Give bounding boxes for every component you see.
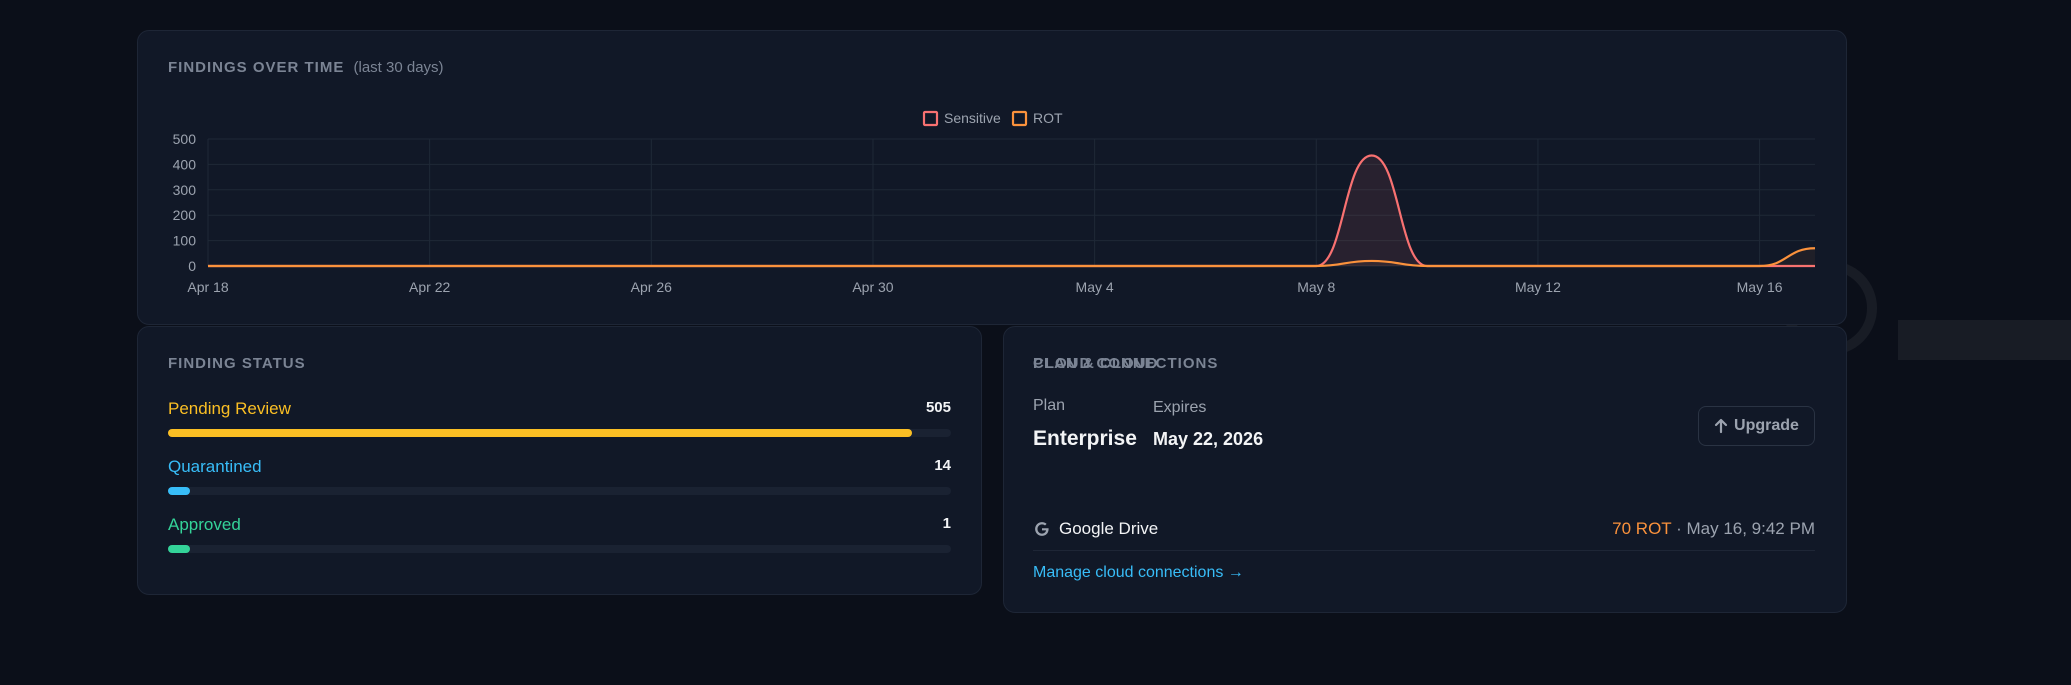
- status-bar-track: [168, 545, 951, 553]
- findings-title-text: Findings over time: [168, 59, 345, 76]
- x-tick-label: May 4: [1076, 279, 1114, 295]
- findings-subtitle: (last 30 days): [353, 59, 444, 76]
- y-tick-label: 200: [173, 207, 197, 223]
- expires-label: Expires: [1153, 399, 1207, 416]
- finding-status-card: Finding status Pending Review 505 Quaran…: [137, 326, 982, 595]
- upgrade-button[interactable]: Upgrade: [1698, 406, 1815, 446]
- series-area-rot: [208, 248, 1815, 266]
- legend-swatch: [1011, 110, 1028, 127]
- legend-label: Sensitive: [944, 110, 1001, 126]
- legend-label: ROT: [1033, 110, 1063, 126]
- status-bar-track: [168, 429, 951, 437]
- arrow-up-icon: [1714, 418, 1728, 434]
- status-count: 1: [942, 515, 951, 532]
- y-tick-label: 0: [188, 258, 196, 274]
- plan-cloud-title: Plan & Cloud: [1033, 355, 1159, 372]
- rot-count: 70 ROT: [1612, 519, 1672, 538]
- findings-chart: 0 100 200 300 400 500 Apr 18 Apr 22 Apr 26 Apr 30…: [173, 110, 1816, 295]
- series-line-sensitive: [208, 154, 1815, 268]
- status-label: Pending Review: [168, 399, 291, 418]
- cloud-connections-title: Cloud connections: [1033, 355, 1219, 372]
- finding-status-title: Finding status: [168, 355, 306, 372]
- manage-cloud-connections-link[interactable]: Manage cloud connections →: [1033, 564, 1244, 581]
- connection-timestamp: May 16, 9:42 PM: [1686, 519, 1815, 538]
- findings-title: Findings over time (last 30 days): [168, 59, 444, 76]
- upgrade-label: Upgrade: [1734, 417, 1799, 434]
- x-tick-label: May 12: [1515, 279, 1561, 295]
- findings-over-time-card: Findings over time (last 30 days) 0 100 20…: [137, 30, 1847, 325]
- cloud-connection-name: Google Drive: [1059, 519, 1159, 538]
- status-bar-fill: [168, 487, 191, 495]
- x-tick-label: Apr 18: [187, 279, 228, 295]
- series-area-sensitive: [208, 155, 1815, 266]
- x-tick-label: May 8: [1297, 279, 1335, 295]
- google-icon: [1035, 522, 1049, 536]
- legend-swatch: [922, 110, 939, 127]
- cloud-connection-meta: 70 ROT · May 16, 9:42 PM: [1612, 519, 1815, 539]
- plan-value: Enterprise: [1033, 427, 1137, 450]
- series-line-rot: [208, 247, 1816, 268]
- y-tick-label: 300: [173, 182, 197, 198]
- y-tick-label: 500: [173, 131, 197, 147]
- status-bar-fill: [168, 545, 191, 553]
- status-label: Approved: [168, 515, 241, 534]
- x-tick-label: Apr 26: [631, 279, 672, 295]
- status-label: Quarantined: [168, 457, 262, 476]
- status-count: 505: [925, 399, 951, 416]
- y-tick-label: 100: [173, 233, 197, 249]
- x-tick-label: May 16: [1737, 279, 1783, 295]
- cloud-connection-row: Google Drive 70 ROT · May 16, 9:42 PM: [1033, 517, 1815, 551]
- plan-label: Plan: [1033, 397, 1066, 414]
- x-tick-label: Apr 22: [409, 279, 450, 295]
- plan-cloud-card: Plan & Cloud Plan Enterprise Expires May…: [1003, 326, 1847, 613]
- x-tick-label: Apr 30: [852, 279, 893, 295]
- y-tick-label: 400: [173, 156, 197, 172]
- status-count: 14: [934, 457, 951, 474]
- expires-value: May 22, 2026: [1153, 429, 1264, 449]
- status-bar-track: [168, 487, 951, 495]
- status-bar-fill: [168, 429, 912, 437]
- meta-separator: ·: [1671, 519, 1687, 538]
